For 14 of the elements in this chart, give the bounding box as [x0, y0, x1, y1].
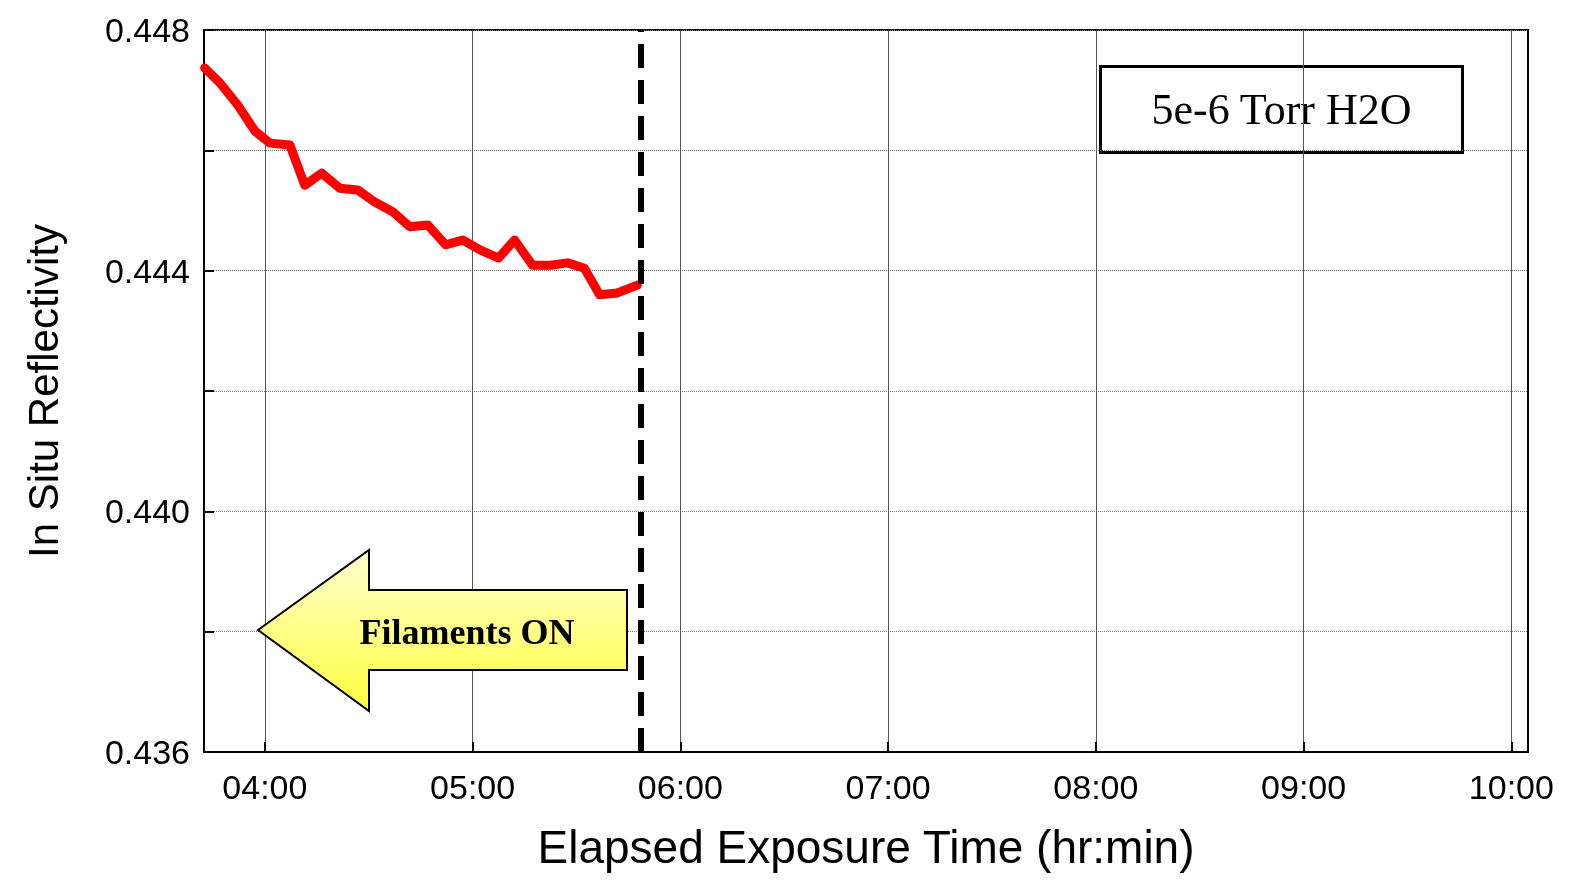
x-tick-label: 08:00 — [1053, 768, 1139, 806]
x-tick-label: 05:00 — [430, 768, 516, 806]
x-axis-title: Elapsed Exposure Time (hr:min) — [537, 821, 1195, 873]
y-tick-label: 0.436 — [104, 733, 190, 771]
x-tick-label: 06:00 — [637, 768, 723, 806]
x-tick-label: 07:00 — [845, 768, 931, 806]
x-tick-label: 04:00 — [222, 768, 308, 806]
y-tick-label: 0.448 — [104, 11, 190, 49]
y-tick-label: 0.440 — [104, 492, 190, 531]
x-tick-label: 10:00 — [1468, 768, 1554, 806]
y-axis-title: In Situ Reflectivity — [19, 224, 67, 558]
y-tick-label: 0.444 — [104, 251, 190, 290]
annotation: Filaments ON — [359, 612, 575, 652]
x-tick-label: 09:00 — [1261, 768, 1347, 806]
